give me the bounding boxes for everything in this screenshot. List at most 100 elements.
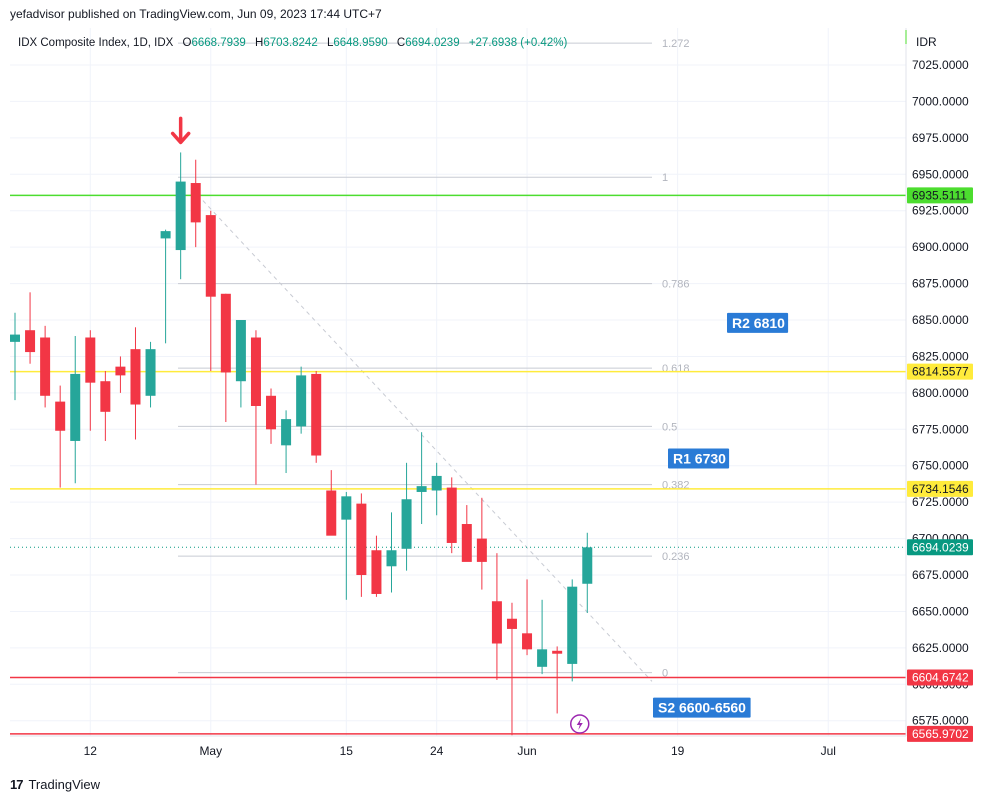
time-tick-label: 19	[671, 744, 685, 758]
annotation-box	[653, 697, 751, 718]
candle	[431, 462, 442, 516]
price-level-tag-bg	[907, 480, 973, 497]
candle-body	[160, 231, 171, 239]
annotation-label: R1 6730	[668, 448, 730, 469]
candle	[100, 371, 111, 441]
time-tick-label: Jun	[517, 744, 536, 758]
candle-body	[190, 183, 201, 223]
price-tick-label: 6750.0000	[912, 459, 969, 473]
candle-body	[326, 490, 337, 536]
fib-level-label: 0.382	[662, 480, 690, 492]
time-tick-label: May	[199, 744, 222, 758]
candle-body	[296, 375, 307, 427]
candle-body	[386, 550, 397, 567]
candle-body	[10, 334, 20, 342]
candle-body	[567, 586, 578, 664]
candle-body	[281, 419, 292, 446]
candle	[25, 292, 36, 364]
candle	[341, 491, 352, 600]
candle	[552, 646, 563, 714]
price-level-tag-bg	[907, 187, 973, 204]
candle	[205, 210, 216, 372]
legend-close: 6694.0239	[405, 37, 459, 49]
price-tick-label: 7025.0000	[912, 58, 969, 72]
candle-body	[235, 320, 246, 382]
candle-body	[115, 366, 126, 376]
candle-body	[250, 337, 261, 406]
candle-body	[356, 503, 367, 576]
candle	[281, 410, 292, 474]
candle	[190, 159, 201, 248]
fib-level-label: 0.236	[662, 551, 690, 563]
candle	[235, 320, 246, 408]
candle	[356, 493, 367, 597]
candle	[446, 477, 457, 554]
candle-body	[220, 293, 231, 373]
price-level-tag-bg	[907, 669, 973, 686]
price-level-tag-bg	[907, 363, 973, 380]
annotation-label: S2 6600-6560	[653, 697, 751, 718]
price-tick-label: 6825.0000	[912, 349, 969, 363]
publisher-line: yefadvisor published on TradingView.com,…	[10, 7, 382, 21]
legend-change: +27.6938 (+0.42%)	[469, 37, 568, 49]
annotation-box	[727, 312, 789, 333]
fib-level-label: 1	[662, 172, 668, 184]
candle	[582, 532, 593, 613]
candle-body	[40, 337, 51, 396]
candle	[567, 579, 578, 682]
annotation-text: R2 6810	[732, 315, 785, 331]
svg-text:IDX Composite Index, 1D, IDX: IDX Composite Index, 1D, IDX O6668.7939 …	[18, 37, 567, 49]
candle-body	[205, 215, 216, 297]
candle	[55, 385, 66, 488]
candle	[85, 330, 96, 431]
candle	[491, 553, 502, 680]
price-tick-label: 6625.0000	[912, 641, 969, 655]
candle-body	[55, 401, 66, 431]
candle-body	[506, 618, 517, 629]
price-tick-label: 6925.0000	[912, 204, 969, 218]
time-tick-label: 24	[430, 744, 444, 758]
candle	[115, 356, 126, 393]
candle	[40, 325, 51, 408]
candle-body	[446, 487, 457, 543]
candle	[461, 505, 472, 562]
annotation-text: R1 6730	[673, 450, 726, 466]
candle	[311, 371, 322, 463]
candle-body	[537, 649, 548, 667]
candle	[371, 535, 382, 597]
candle-body	[416, 486, 427, 492]
price-level-tag-text: 6694.0239	[912, 540, 969, 554]
price-tick-label: 6800.0000	[912, 386, 969, 400]
annotation-text: S2 6600-6560	[658, 700, 746, 716]
time-tick-label: 12	[84, 744, 98, 758]
price-level-tag: 6694.0239	[907, 539, 973, 556]
legend-high: 6703.8242	[263, 37, 317, 49]
fib-level-label: 0.5	[662, 421, 677, 433]
price-axis: 7025.0000 7000.0000 6975.0000 6950.0000 6925…	[905, 28, 973, 742]
candle-body	[85, 337, 96, 383]
candle	[522, 579, 533, 656]
footer-brand: TradingView	[28, 776, 101, 792]
candle-body	[266, 395, 277, 430]
candle-body	[130, 349, 141, 405]
candle	[326, 470, 337, 536]
candle	[10, 312, 20, 401]
candle	[386, 512, 397, 593]
candle-body	[70, 373, 81, 441]
candlestick-series	[10, 152, 593, 736]
candle	[416, 432, 427, 525]
price-tick-label: 6950.0000	[912, 167, 969, 181]
time-tick-label: 15	[340, 744, 354, 758]
fib-level-label: 0.786	[662, 279, 690, 291]
lightning-icon	[576, 718, 583, 730]
price-tick-label: 6650.0000	[912, 604, 969, 618]
price-level-tag-bg	[907, 725, 973, 742]
candle-body	[311, 373, 322, 456]
candle-body	[401, 499, 412, 549]
price-tick-label: 6850.0000	[912, 313, 969, 327]
candle	[220, 293, 231, 423]
time-tick-label: Jul	[821, 744, 836, 758]
candle-body	[371, 550, 382, 594]
legend-low: 6648.9590	[333, 37, 387, 49]
